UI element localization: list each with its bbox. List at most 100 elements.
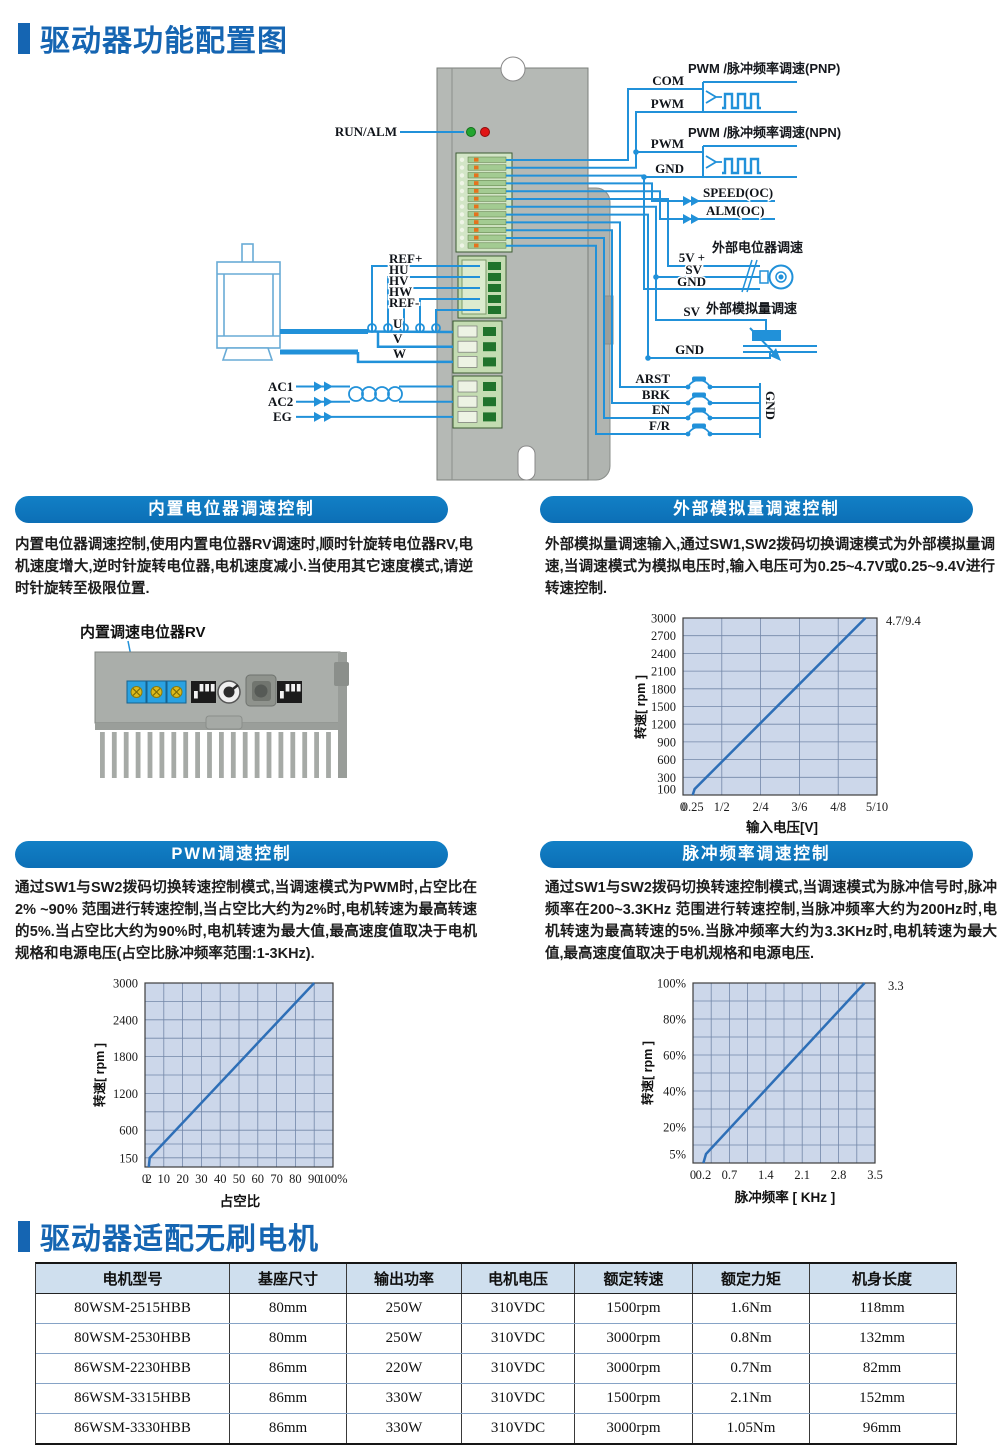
rv-pot-slot: [152, 688, 161, 696]
spec-cell: 80WSM-2515HBB: [36, 1294, 230, 1323]
y-tick-label: 1800: [651, 682, 676, 696]
junction-dots: [314, 149, 781, 422]
pin-slot: [467, 164, 507, 171]
x-axis-label: 脉冲频率 [ KHz ]: [734, 1189, 836, 1205]
round-connector: [245, 674, 277, 707]
com-label: COM: [652, 73, 684, 88]
spec-cell: 86mm: [230, 1354, 347, 1383]
connector-slot: [457, 380, 478, 393]
y-tick-label: 20%: [663, 1121, 686, 1135]
pin-slot: [467, 226, 507, 233]
run-alm-label: RUN/ALM: [335, 124, 397, 139]
ext-analog-title: 外部模拟量调速: [705, 301, 797, 316]
spec-cell: 330W: [347, 1384, 462, 1413]
x-tick-label: 0.7: [722, 1168, 738, 1182]
spec-cell: 80WSM-2530HBB: [36, 1324, 230, 1353]
section-body-internal-pot: 内置电位器调速控制,使用内置电位器RV调速时,顺时针旋转电位器RV,电机速度增大…: [15, 537, 473, 597]
axis-annotation: 3.3: [888, 979, 904, 993]
spec-cell: 86WSM-2230HBB: [36, 1354, 230, 1383]
axis-annotation: 4.7/9.4: [886, 614, 921, 628]
y-tick-label: 100%: [657, 977, 686, 991]
x-tick-label: 0.2: [696, 1168, 712, 1182]
x-axis-label: 占空比: [220, 1193, 261, 1209]
spec-cell: 96mm: [862, 1420, 902, 1436]
driver-photo: 内置调速电位器RV: [80, 623, 349, 778]
switch-cap: [692, 392, 706, 398]
pin-marker: [474, 228, 479, 232]
ac-connector: [452, 375, 503, 429]
x-tick-label: 3/6: [791, 800, 807, 814]
run-led: [466, 127, 476, 137]
w-label: W: [393, 346, 406, 361]
en-label: EN: [652, 402, 671, 417]
heatsink-fin: [326, 732, 331, 778]
connector-contact: [483, 357, 496, 367]
y-tick-label: 600: [119, 1124, 138, 1138]
connector-slot: [457, 411, 478, 423]
pin-slot: [467, 234, 507, 241]
pin-marker: [474, 157, 479, 162]
pin-screw: [459, 227, 465, 233]
connector-contact: [483, 382, 496, 391]
heatsink-fin: [171, 732, 177, 778]
connector-slot: [457, 325, 478, 338]
sv-pot-label: SV: [685, 262, 702, 277]
spec-cell: 86mm: [230, 1414, 347, 1443]
5v-label: 5V +: [679, 250, 705, 265]
x-tick-label: 90: [308, 1172, 321, 1186]
plot-border: [682, 617, 878, 796]
connector-contact: [483, 327, 496, 336]
page-title-top: 驱动器功能配置图: [18, 16, 288, 60]
spec-cell: 80mm: [230, 1324, 347, 1353]
pin-marker: [474, 235, 479, 240]
pin-marker: [474, 165, 479, 170]
y-tick-label: 2100: [651, 665, 676, 679]
heatsink-fin: [290, 732, 296, 778]
spec-cell: 3000rpm: [575, 1414, 693, 1443]
table-row: 80WSM-2530HBB 80mm 250W 310VDC 3000rpm 0.8Nm 1…: [36, 1324, 956, 1354]
x-tick-label: 80: [289, 1172, 302, 1186]
spec-header-cell: 额定转速: [575, 1264, 693, 1293]
y-tick-label: 2400: [113, 1013, 138, 1027]
pin-screw: [459, 196, 465, 201]
pin-screw: [459, 181, 465, 186]
pin-slot: [467, 156, 507, 163]
pin-contact: [488, 262, 501, 270]
x-tick-label: 1/2: [714, 800, 730, 814]
u-label: U: [393, 316, 403, 331]
heatsink-fin: [195, 732, 200, 778]
heatsink-fin: [100, 732, 105, 778]
npn-title: PWM /脉冲频率调速(NPN): [688, 125, 841, 140]
switch-cap: [692, 376, 706, 382]
spec-cell: 86WSM-3330HBB: [36, 1414, 230, 1443]
motor-spec-table: 电机型号 基座尺寸 输出功率 电机电压 额定转速 额定力矩 机身长度 80WSM-2515HB…: [35, 1262, 957, 1445]
gnd-mid-label: GND: [675, 342, 704, 357]
x-tick-label: 0: [680, 800, 686, 814]
pin-slot: [467, 242, 507, 249]
pin-slot: [467, 195, 507, 202]
heatsink-fin: [135, 732, 141, 778]
spec-cell: 1500rpm: [575, 1384, 693, 1413]
spec-cell: 250W: [347, 1324, 462, 1353]
pin-slot: [467, 211, 507, 218]
y-tick-label: 150: [119, 1151, 138, 1165]
connector-contact: [483, 342, 496, 352]
spec-cell: 2.1Nm: [693, 1384, 810, 1413]
alm-oc-label: ALM(OC): [706, 203, 765, 218]
spec-cell: 3000rpm: [575, 1354, 693, 1383]
brk-label: BRK: [642, 387, 671, 402]
alm-led: [480, 127, 490, 137]
spec-header-cell: 额定力矩: [693, 1264, 810, 1293]
page-title-bottom-text: 驱动器适配无刷电机: [40, 1223, 319, 1256]
pin-screw: [459, 243, 465, 248]
spec-cell: 152mm: [859, 1390, 905, 1406]
section-body-pwm: 通过SW1与SW2拨码切换转速控制模式,当调速模式为PWM时,占空比在2% ~9…: [15, 880, 477, 962]
gnd-npn-label: GND: [655, 161, 684, 176]
y-tick-label: 100: [657, 783, 676, 797]
mounting-slot: [517, 445, 536, 481]
connector-contact: [483, 397, 496, 407]
dip-switch-2: [277, 681, 302, 703]
spec-header-cell: 电机电压: [462, 1264, 575, 1293]
connector-slot: [457, 340, 478, 353]
